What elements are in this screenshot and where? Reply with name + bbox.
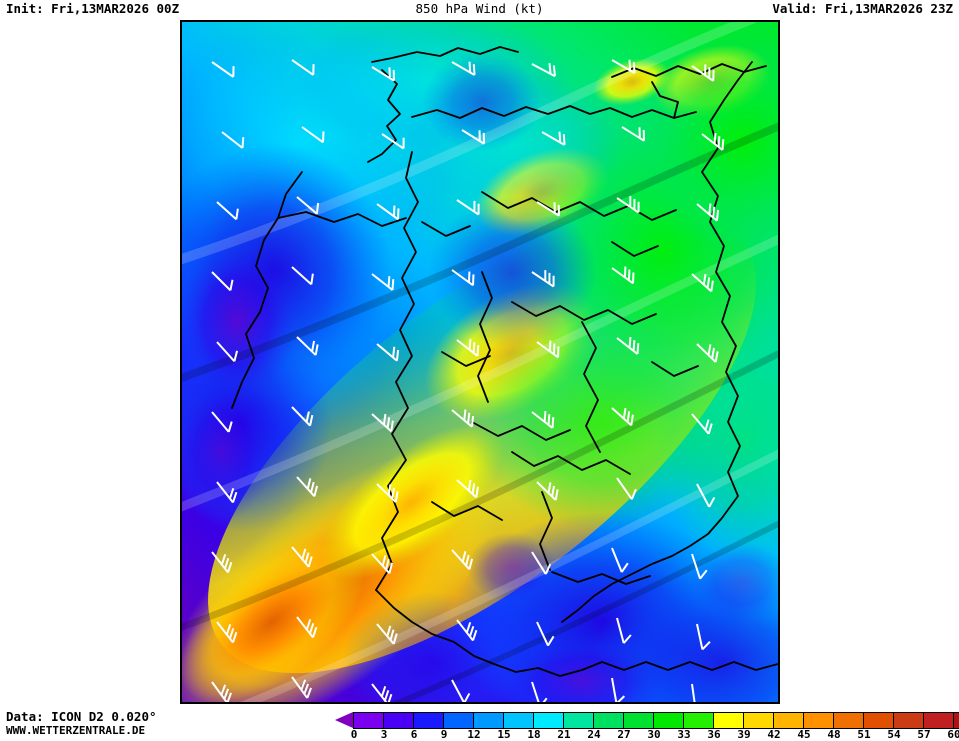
colorbar-tick-label: 27: [617, 728, 631, 741]
colorbar-cell: [444, 713, 474, 728]
chart-title: 850 hPa Wind (kt): [415, 1, 544, 16]
colorbar-cell: [624, 713, 654, 728]
colorbar-cell: [894, 713, 924, 728]
colorbar-tick-label: 12: [467, 728, 481, 741]
colorbar-cell: [804, 713, 834, 728]
colorbar-tick-label: 3: [380, 728, 388, 741]
colorbar-tick-label: 54: [887, 728, 901, 741]
colorbar-tick-label: 60: [947, 728, 959, 741]
colorbar-tick-label: 6: [410, 728, 418, 741]
colorbar-tick-label: 57: [917, 728, 931, 741]
colorbar-under-arrow-icon: [335, 712, 353, 728]
colorbar-tick-label: 51: [857, 728, 871, 741]
colorbar-cell: [744, 713, 774, 728]
colorbar-tick-label: 48: [827, 728, 841, 741]
colorbar-tick-label: 0: [350, 728, 358, 741]
colorbar-tick-label: 21: [557, 728, 571, 741]
colorbar-cell: [414, 713, 444, 728]
colorbar-tick-label: 33: [677, 728, 691, 741]
colorbar-cell: [834, 713, 864, 728]
header-bar: Init: Fri,13MAR2026 00Z 850 hPa Wind (kt…: [0, 0, 959, 20]
colorbar-tick-label: 36: [707, 728, 721, 741]
colorbar-cell: [474, 713, 504, 728]
colorbar-strip: [353, 712, 959, 729]
colorbar-tick-label: 15: [497, 728, 511, 741]
map-borders: [231, 46, 778, 677]
colorbar-cell: [534, 713, 564, 728]
colorbar-cell: [924, 713, 954, 728]
footer-credits: Data: ICON D2 0.020° WWW.WETTERZENTRALE.…: [6, 709, 336, 738]
colorbar-cell: [864, 713, 894, 728]
colorbar-cell: [354, 713, 384, 728]
colorbar-cell: [504, 713, 534, 728]
colorbar-tick-label: 42: [767, 728, 781, 741]
colorbar-tick-label: 30: [647, 728, 661, 741]
data-source-label: Data: ICON D2 0.020°: [6, 709, 157, 724]
colorbar-legend: 0369121518212427303336394245485154576063…: [335, 712, 959, 741]
colorbar-cell: [564, 713, 594, 728]
init-time-label: Init: Fri,13MAR2026 00Z: [6, 1, 180, 16]
colorbar-cell: [774, 713, 804, 728]
colorbar-cell: [384, 713, 414, 728]
colorbar-tick-label: 45: [797, 728, 811, 741]
website-label: WWW.WETTERZENTRALE.DE: [6, 724, 146, 737]
valid-time-label: Valid: Fri,13MAR2026 23Z: [772, 1, 953, 16]
colorbar-tick-label: 39: [737, 728, 751, 741]
colorbar-tick-label: 24: [587, 728, 601, 741]
colorbar-cell: [654, 713, 684, 728]
colorbar-tick-label: 9: [440, 728, 448, 741]
colorbar-tick-label: 18: [527, 728, 541, 741]
colorbar-cell: [594, 713, 624, 728]
colorbar-cell: [684, 713, 714, 728]
weather-map[interactable]: [180, 20, 780, 704]
wind-speed-field: [182, 22, 778, 702]
colorbar-cell: [954, 713, 959, 728]
colorbar-cell: [714, 713, 744, 728]
